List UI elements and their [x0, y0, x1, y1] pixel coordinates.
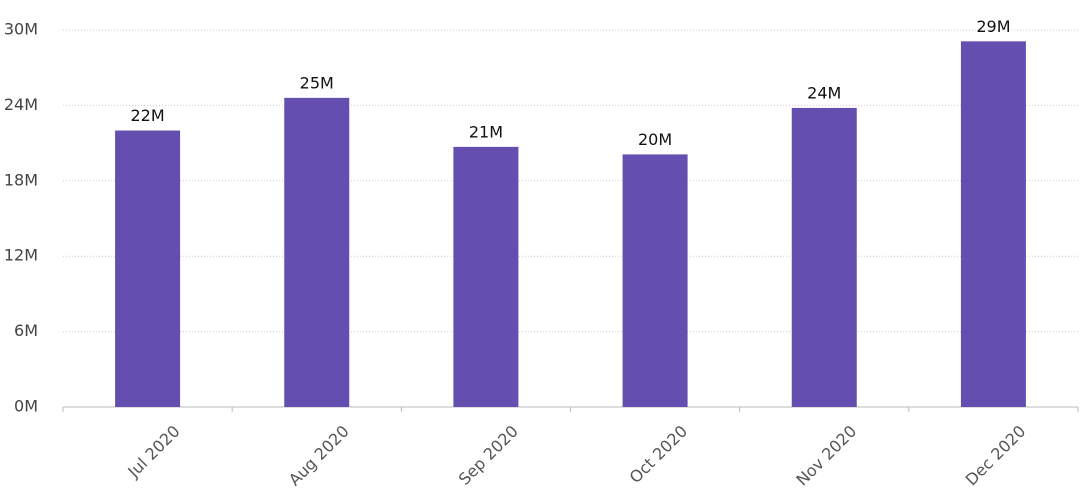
value-label: 25M [300, 73, 334, 92]
y-tick-label: 0M [14, 397, 38, 416]
y-tick-label: 30M [4, 20, 38, 39]
value-label: 21M [469, 122, 503, 141]
value-label: 29M [976, 17, 1010, 36]
bar [453, 146, 519, 407]
x-tick-label: Oct 2020 [626, 422, 691, 487]
value-label: 24M [807, 83, 841, 102]
y-tick-label: 18M [4, 170, 38, 189]
bar [115, 130, 181, 408]
y-tick-label: 6M [14, 321, 38, 340]
bar [960, 41, 1026, 408]
value-label: 22M [130, 106, 164, 125]
bar [622, 154, 688, 407]
x-tick-label: Dec 2020 [962, 422, 1030, 490]
value-label: 20M [638, 130, 672, 149]
bar [284, 97, 350, 408]
x-tick-label: Sep 2020 [455, 422, 522, 489]
x-tick-label: Nov 2020 [792, 422, 860, 490]
y-tick-label: 12M [4, 246, 38, 265]
y-tick-label: 24M [4, 95, 38, 114]
bar [791, 107, 857, 407]
x-tick-label: Aug 2020 [285, 422, 353, 490]
x-tick-label: Jul 2020 [123, 422, 183, 482]
